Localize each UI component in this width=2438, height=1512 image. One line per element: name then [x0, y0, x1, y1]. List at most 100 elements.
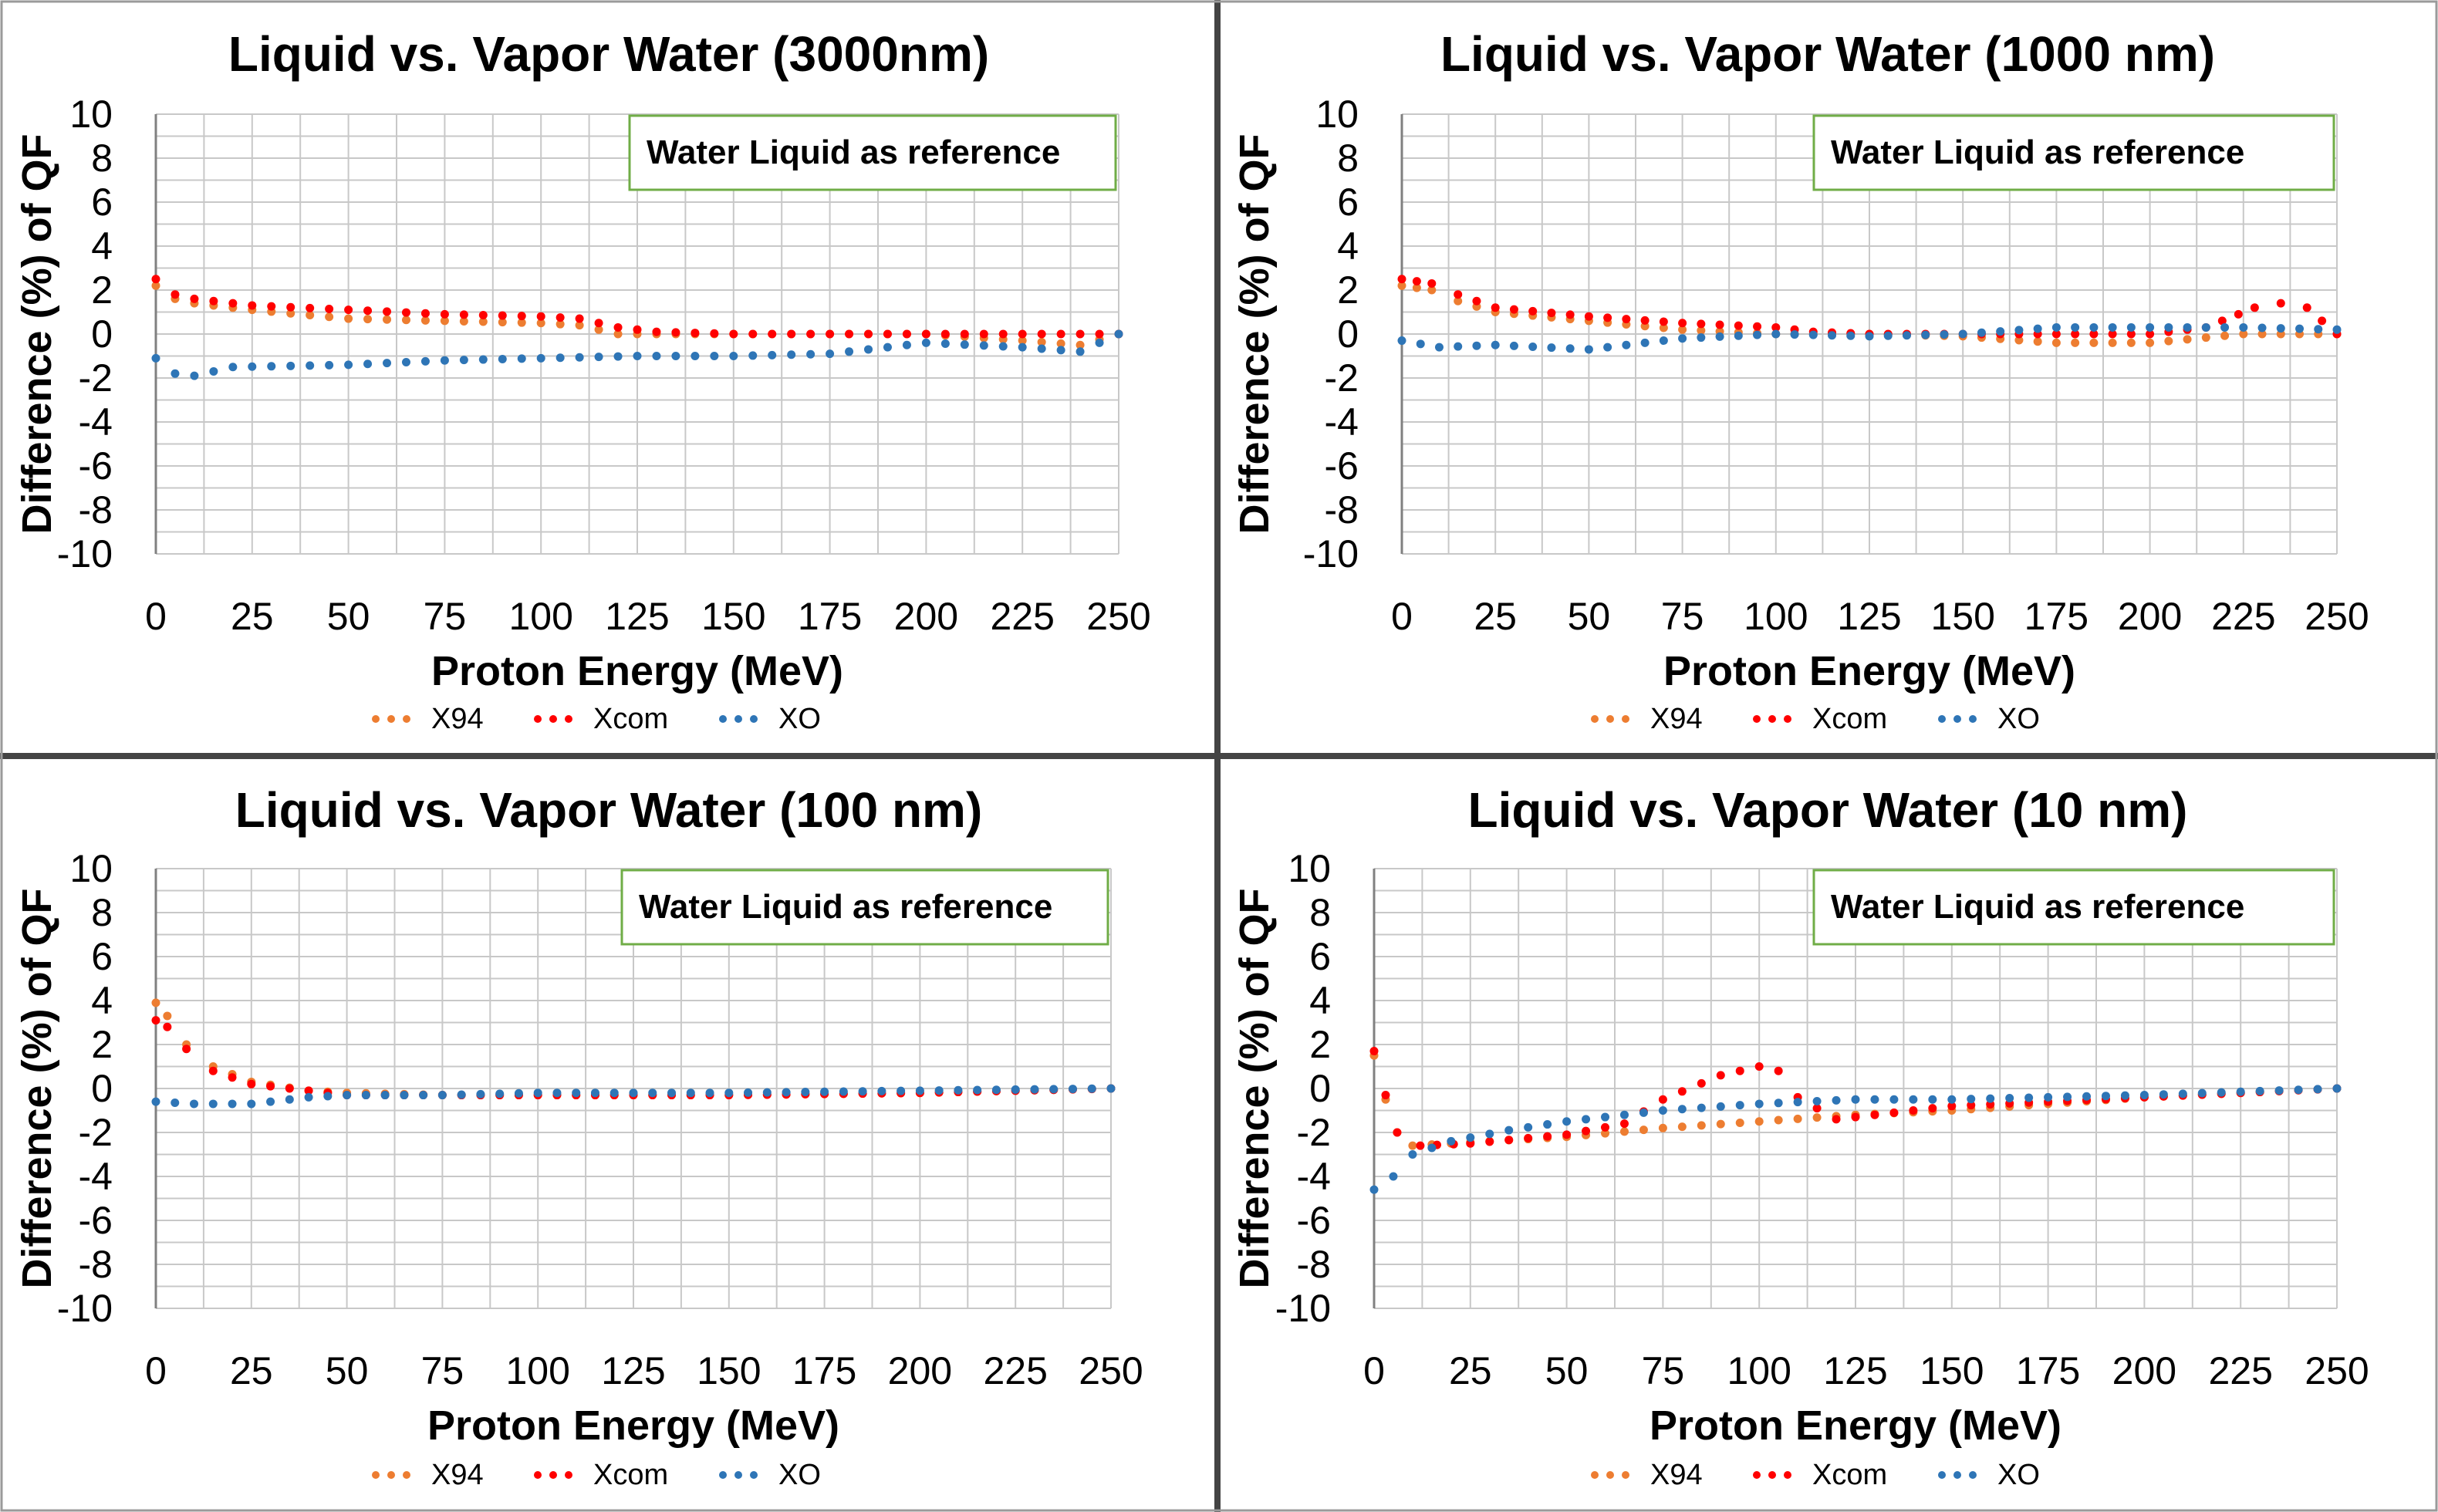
data-point: [517, 318, 526, 327]
data-point: [555, 353, 565, 363]
data-point: [1547, 309, 1556, 318]
data-point: [744, 1088, 753, 1097]
data-point: [1793, 1098, 1802, 1107]
data-point: [1909, 1106, 1918, 1115]
data-point: [420, 309, 430, 318]
y-tick-label: -8: [79, 488, 113, 532]
data-point: [1659, 336, 1668, 346]
data-point: [2164, 336, 2173, 346]
data-point: [478, 310, 488, 319]
data-point: [1958, 329, 1967, 339]
data-point: [536, 353, 545, 363]
data-point: [151, 353, 160, 363]
data-point: [1491, 340, 1500, 349]
data-point: [1485, 1137, 1494, 1146]
data-point: [1601, 1122, 1610, 1132]
data-point: [1562, 1117, 1572, 1126]
data-point: [1454, 296, 1463, 305]
data-point: [2126, 329, 2136, 339]
legend-marker: [1768, 1471, 1776, 1479]
y-tick-label: 4: [1309, 979, 1331, 1022]
data-point: [671, 352, 680, 360]
data-point: [594, 319, 603, 328]
legend-item-xcom: Xcom: [534, 703, 668, 735]
data-point: [710, 352, 719, 360]
annotation-text: Water Liquid as reference: [1831, 888, 2244, 926]
data-point: [1851, 1112, 1860, 1122]
data-point: [383, 315, 392, 324]
data-point: [979, 329, 988, 339]
data-point: [1528, 343, 1538, 352]
data-point: [420, 356, 430, 366]
data-point: [1640, 338, 1650, 347]
legend-item-x94: X94: [372, 1459, 484, 1491]
x-tick-label: 150: [697, 1349, 761, 1392]
legend-item-xo: XO: [1938, 1459, 2040, 1491]
data-point: [420, 316, 430, 325]
legend-marker: [387, 1471, 395, 1479]
legend-marker: [1753, 1471, 1761, 1479]
data-point: [498, 354, 507, 363]
data-point: [1659, 317, 1668, 326]
data-point: [2089, 338, 2099, 347]
data-point: [1697, 1103, 1706, 1112]
data-point: [306, 361, 315, 370]
data-point: [1716, 1119, 1725, 1129]
data-point: [1622, 340, 1631, 349]
data-point: [325, 360, 334, 370]
data-point: [208, 1066, 218, 1075]
data-point: [267, 302, 276, 311]
data-point: [652, 352, 661, 360]
legend-marker: [1591, 715, 1599, 723]
data-point: [787, 350, 796, 359]
data-point: [1466, 1133, 1475, 1142]
y-tick-label: -10: [1303, 532, 1359, 575]
data-point: [304, 1086, 313, 1095]
data-point: [1524, 1133, 1533, 1142]
data-point: [1427, 285, 1437, 295]
data-point: [478, 355, 488, 364]
data-point: [1369, 1047, 1379, 1056]
data-point: [1986, 1094, 1995, 1103]
data-point: [839, 1087, 848, 1096]
data-point: [940, 329, 950, 339]
data-point: [209, 366, 218, 376]
data-point: [1697, 1078, 1706, 1088]
data-point: [954, 1085, 963, 1095]
x-tick-label: 100: [508, 595, 572, 638]
data-point: [437, 1091, 447, 1100]
chart-panel-2: Liquid vs. Vapor Water (1000 nm)1086420-…: [1231, 26, 2369, 735]
data-point: [1037, 337, 1046, 346]
x-tick-label: 225: [990, 595, 1054, 638]
y-tick-label: -6: [1297, 1199, 1331, 1242]
legend: X94 Xcom XO: [1591, 703, 2040, 735]
data-point: [2139, 1091, 2149, 1100]
legend-label: XO: [778, 1459, 821, 1491]
data-point: [691, 352, 700, 360]
data-point: [1603, 343, 1612, 352]
legend-item-x94: X94: [1591, 1459, 1703, 1491]
data-point: [163, 1011, 172, 1021]
data-point: [2126, 338, 2136, 347]
data-point: [686, 1088, 695, 1098]
data-point: [2178, 1089, 2187, 1099]
data-point: [1011, 1085, 1020, 1094]
data-point: [151, 998, 160, 1007]
y-tick-label: 6: [91, 181, 113, 224]
data-point: [440, 356, 449, 365]
data-point: [1562, 1130, 1572, 1139]
data-point: [724, 1088, 734, 1098]
data-point: [208, 1099, 218, 1109]
data-point: [2014, 336, 2024, 345]
legend-marker: [1938, 1471, 1946, 1479]
data-point: [1491, 303, 1500, 312]
data-point: [575, 353, 584, 362]
x-tick-label: 50: [327, 595, 370, 638]
data-point: [2159, 1090, 2168, 1099]
data-point: [1889, 1095, 1899, 1104]
data-point: [613, 352, 623, 361]
data-point: [705, 1088, 714, 1098]
data-point: [325, 312, 334, 322]
data-point: [1697, 319, 1706, 329]
